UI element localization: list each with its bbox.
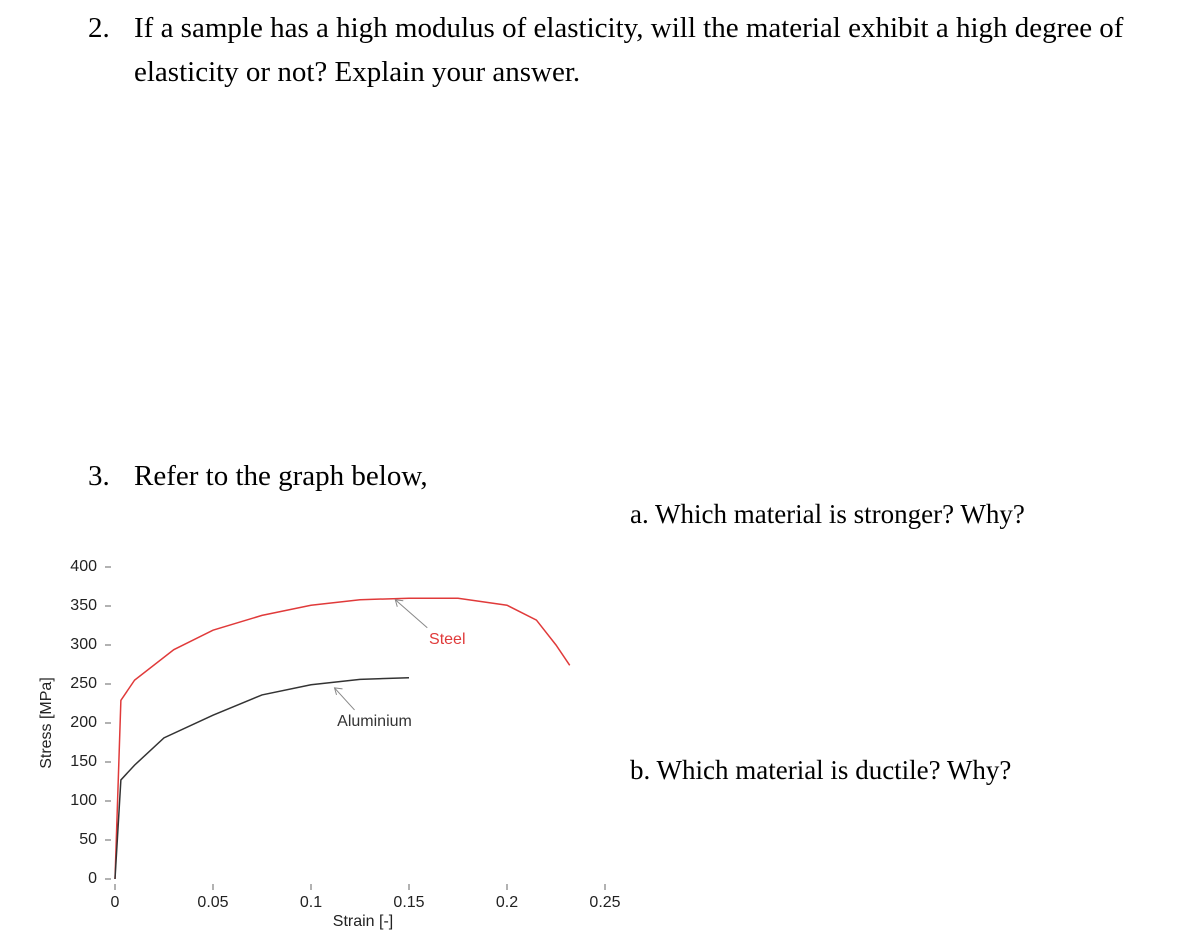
y-tick-label: 150: [70, 753, 97, 770]
question-number: 2.: [88, 12, 110, 44]
y-tick-label: 400: [70, 558, 97, 575]
x-tick-label: 0: [111, 894, 120, 911]
question-number: 3.: [88, 460, 110, 492]
x-tick-label: 0.2: [496, 894, 518, 911]
annotation-arrow: [334, 687, 355, 711]
y-tick-label: 200: [70, 714, 97, 731]
series-label: Aluminium: [337, 713, 412, 730]
question-line: If a sample has a high modulus of elasti…: [134, 12, 1124, 44]
x-tick-label: 0.25: [589, 894, 620, 911]
y-axis-label: Stress [MPa]: [38, 677, 55, 769]
x-tick-label: 0.1: [300, 894, 322, 911]
sub-question: b. Which material is ductile? Why?: [630, 755, 1012, 785]
sub-question: a. Which material is stronger? Why?: [630, 499, 1025, 529]
x-tick-label: 0.05: [197, 894, 228, 911]
x-axis-label: Strain [-]: [333, 913, 393, 930]
y-tick-label: 0: [88, 870, 97, 887]
arrow-head: [333, 687, 343, 696]
y-tick-label: 50: [79, 831, 97, 848]
y-tick-label: 350: [70, 597, 97, 614]
series-label: Steel: [429, 631, 465, 648]
question-line: elasticity or not? Explain your answer.: [134, 56, 581, 88]
y-tick-label: 250: [70, 675, 97, 692]
annotation-arrow: [394, 599, 428, 629]
x-tick-label: 0.15: [393, 894, 424, 911]
y-tick-label: 300: [70, 636, 97, 653]
y-tick-label: 100: [70, 792, 97, 809]
question-line: Refer to the graph below,: [134, 460, 428, 492]
arrow-head: [394, 599, 404, 607]
data-line: [114, 597, 571, 880]
data-line: [114, 677, 410, 880]
